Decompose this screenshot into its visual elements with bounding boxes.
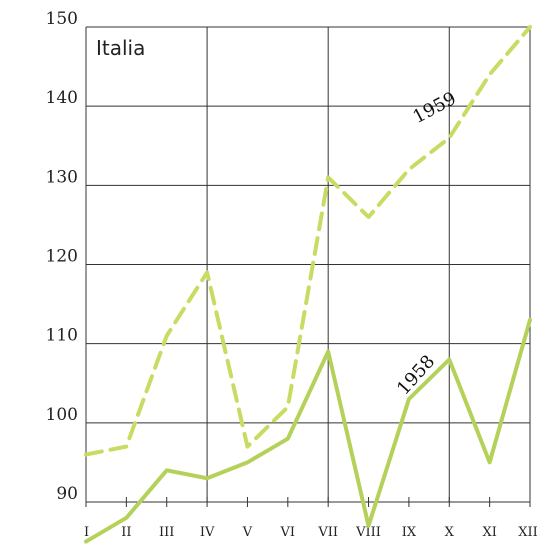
x-tick-label: IX: [402, 525, 417, 540]
x-tick-label: VIII: [355, 525, 381, 540]
series-label-1959: 1959: [409, 88, 459, 128]
y-tick-label: 140: [46, 88, 78, 108]
x-axis-ticks: I II III IV V VI VII VIII IX X XI XII: [84, 525, 538, 540]
series-lines: [84, 25, 532, 544]
y-axis-ticks: 90 100 110 120 130 140 150: [46, 9, 78, 504]
grid: [85, 26, 531, 507]
x-tick-label: X: [445, 525, 455, 540]
series-line-1958: [84, 317, 532, 544]
y-tick-label: 130: [46, 167, 78, 187]
y-tick-label: 90: [56, 484, 78, 504]
x-tick-label: VII: [317, 525, 338, 540]
chart-title: Italia: [96, 36, 145, 60]
x-tick-label: IV: [200, 525, 215, 540]
x-tick-label: V: [242, 525, 253, 540]
x-tick-label: III: [159, 525, 174, 540]
series-line-1959: [84, 25, 532, 457]
x-tick-label: II: [121, 525, 131, 540]
y-tick-label: 110: [46, 326, 78, 346]
x-tick-label: XII: [518, 525, 538, 540]
x-tick-label: XI: [482, 525, 496, 540]
y-tick-label: 120: [46, 247, 78, 267]
x-tick-label: I: [84, 525, 89, 540]
y-tick-label: 150: [46, 9, 78, 29]
y-tick-label: 100: [46, 405, 78, 425]
x-tick-label: VI: [280, 525, 296, 540]
